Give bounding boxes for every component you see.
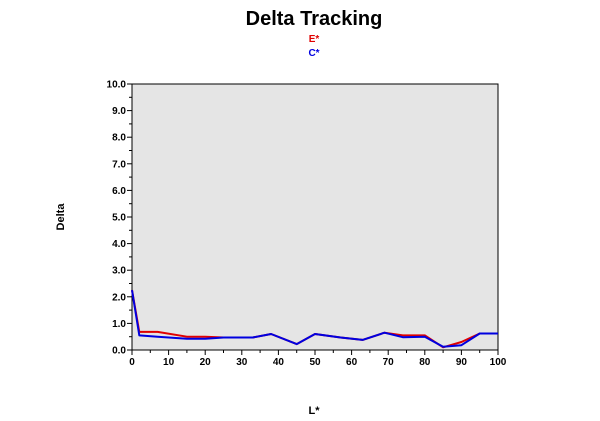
y-tick-label: 6.0 xyxy=(112,186,126,197)
y-tick-label: 7.0 xyxy=(112,159,126,170)
y-tick-label: 1.0 xyxy=(112,319,126,330)
x-axis: 0 10 20 30 40 50 60 70 80 90 100 xyxy=(129,350,507,368)
x-tick-label: 0 xyxy=(129,357,135,368)
x-tick-label: 90 xyxy=(456,357,468,368)
x-tick-label: 20 xyxy=(200,357,212,368)
legend-entry-c: C* xyxy=(308,48,319,59)
x-tick-label: 30 xyxy=(236,357,248,368)
y-tick-label: 2.0 xyxy=(112,292,126,303)
series-layer xyxy=(131,289,498,349)
y-tick-label: 8.0 xyxy=(112,133,126,144)
x-axis-label: L* xyxy=(309,405,321,417)
y-tick-label: 3.0 xyxy=(112,266,126,277)
x-tick-label: 70 xyxy=(383,357,395,368)
y-tick-label: 5.0 xyxy=(112,213,126,224)
x-tick-label: 80 xyxy=(419,357,431,368)
y-tick-label: 9.0 xyxy=(112,106,126,117)
y-tick-label: 4.0 xyxy=(112,239,126,250)
x-tick-label: 60 xyxy=(346,357,358,368)
y-tick-label: 10.0 xyxy=(107,80,127,91)
y-tick-label: 0.0 xyxy=(112,346,126,357)
y-axis-label: Delta xyxy=(55,203,67,231)
x-tick-label: 10 xyxy=(163,357,175,368)
x-tick-label: 100 xyxy=(490,357,507,368)
chart-title: Delta Tracking xyxy=(246,8,383,30)
series-line-c xyxy=(131,289,498,348)
x-tick-label: 40 xyxy=(273,357,285,368)
legend-entry-e: E* xyxy=(309,34,320,45)
x-tick-label: 50 xyxy=(309,357,321,368)
y-axis: 0.0 1.0 2.0 3.0 4.0 5.0 6.0 7.0 8.0 9.0 10.0 xyxy=(107,80,132,357)
plot-area xyxy=(131,83,499,351)
